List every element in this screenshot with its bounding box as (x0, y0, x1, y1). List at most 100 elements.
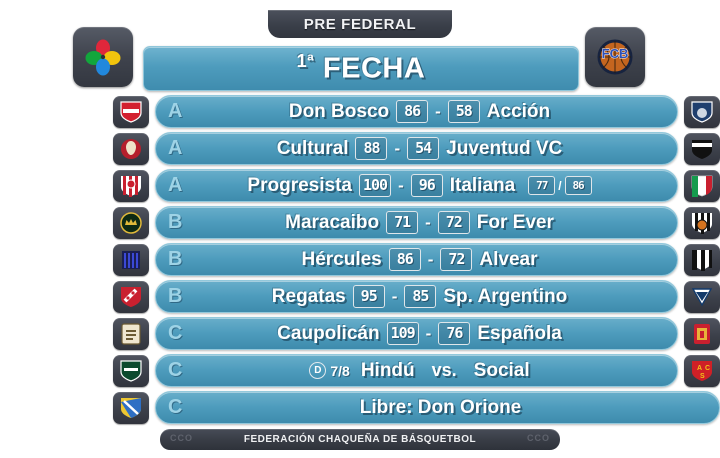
away-team: For Ever (476, 211, 554, 233)
match-bar[interactable]: C Libre: Don Orione (155, 391, 720, 424)
match-list: A Don Bosco 86 - 58 Acción A (0, 93, 720, 426)
juventud-vc-crest (684, 132, 720, 165)
progresista-crest (113, 169, 149, 202)
division-letter: B (168, 211, 183, 233)
away-score: 85 (404, 285, 437, 308)
watermark-left: CCO (170, 433, 193, 443)
away-team: Sp. Argentino (443, 285, 568, 307)
sub-division: D 7/8 (309, 362, 350, 379)
home-score: 109 (386, 322, 419, 345)
sp-argentino-crest (684, 280, 720, 313)
home-team: Maracaibo (285, 211, 380, 233)
table-row[interactable]: C Caupolicán 109 - 76 Española (0, 315, 720, 352)
home-score: 86 (396, 100, 429, 123)
match-bar[interactable]: C Caupolicán 109 - 76 Española (155, 317, 678, 350)
match-bar[interactable]: A Progresista 100 - 96 Italiana 77 / 86 (155, 169, 678, 202)
home-team: Regatas (271, 285, 346, 307)
division-letter: C (168, 322, 183, 344)
svg-text:C: C (705, 365, 710, 372)
italiana-crest (684, 169, 720, 202)
regatas-crest (113, 280, 149, 313)
watermark-right: CCO (527, 433, 550, 443)
home-score: 88 (355, 137, 388, 160)
away-team: Acción (486, 100, 551, 122)
home-score: 100 (358, 174, 392, 197)
away-team: Social (473, 359, 530, 381)
division-letter: A (168, 174, 183, 196)
ot-separator: / (558, 178, 562, 193)
away-score: 76 (438, 322, 471, 345)
table-row[interactable]: A Don Bosco 86 - 58 Acción (0, 93, 720, 130)
match-bar[interactable]: C D 7/8 Hindú vs. Social (155, 354, 678, 387)
home-team: Cultural (276, 137, 349, 159)
maracaibo-crest (113, 206, 149, 239)
away-team: Alvear (479, 248, 538, 270)
away-score: 96 (410, 174, 443, 197)
home-team: Progresista (247, 174, 352, 196)
match-bar[interactable]: A Don Bosco 86 - 58 Acción (155, 95, 678, 128)
away-team: Italiana (449, 174, 516, 196)
score-separator: - (394, 138, 401, 158)
pinwheel-logo (73, 27, 133, 87)
score-separator: - (425, 212, 431, 232)
hercules-crest (113, 243, 149, 276)
division-letter: B (168, 248, 183, 270)
match-bar[interactable]: A Cultural 88 - 54 Juventud VC (155, 132, 678, 165)
bye-label: Libre: Don Orione (359, 396, 522, 418)
fecha-label: FECHA (322, 52, 426, 85)
for-ever-crest (684, 206, 720, 239)
accion-crest (684, 95, 720, 128)
svg-text:FCB: FCB (602, 46, 629, 61)
match-bar[interactable]: B Maracaibo 71 - 72 For Ever (155, 206, 678, 239)
division-letter: C (168, 396, 183, 418)
tournament-chip: PRE FEDERAL (268, 10, 452, 38)
fecha-title: 1ª FECHA (297, 51, 426, 86)
table-row[interactable]: A Cultural 88 - 54 Juventud VC (0, 130, 720, 167)
table-row[interactable]: B Hércules 86 - 72 Alvear (0, 241, 720, 278)
score-separator: - (427, 249, 434, 269)
home-score: 86 (388, 248, 421, 271)
score-separator: - (398, 175, 404, 195)
away-score: 54 (407, 137, 440, 160)
score-separator: - (391, 286, 398, 306)
division-letter: A (168, 137, 183, 159)
away-score: 72 (440, 248, 473, 271)
fecha-ordinal: 1ª (296, 51, 315, 72)
pinwheel-icon (85, 39, 121, 76)
home-team: Hércules (301, 248, 382, 270)
division-letter: A (168, 100, 183, 122)
ot-home-score: 77 (528, 176, 556, 195)
svg-text:A: A (697, 365, 702, 372)
home-score: 95 (352, 285, 385, 308)
away-score: 72 (437, 211, 470, 234)
don-bosco-crest (113, 95, 149, 128)
overtime-scores: 77 / 86 (528, 176, 592, 195)
match-bar[interactable]: B Regatas 95 - 85 Sp. Argentino (155, 280, 678, 313)
tournament-label: PRE FEDERAL (303, 15, 417, 33)
cultural-crest (113, 132, 149, 165)
away-team: Juventud VC (446, 137, 563, 159)
hindu-crest (113, 354, 149, 387)
table-row[interactable]: A Progresista 100 - 96 Italiana 77 / 86 (0, 167, 720, 204)
table-row[interactable]: B Maracaibo 71 - 72 For Ever (0, 204, 720, 241)
away-score: 58 (447, 100, 480, 123)
table-row[interactable]: B Regatas 95 - 85 Sp. Argentino (0, 278, 720, 315)
federation-footer: CCO FEDERACIÓN CHAQUEÑA DE BÁSQUETBOL CC… (160, 429, 560, 450)
federation-name: FEDERACIÓN CHAQUEÑA DE BÁSQUETBOL (243, 434, 477, 445)
division-letter: C (168, 359, 183, 381)
home-score: 71 (386, 211, 419, 234)
svg-text:S: S (700, 373, 705, 380)
ot-away-score: 86 (564, 176, 592, 195)
sub-division-number: 7/8 (330, 362, 350, 379)
score-separator: - (425, 323, 432, 343)
alvear-crest (684, 243, 720, 276)
espanola-crest (684, 317, 720, 350)
caupolican-crest (113, 317, 149, 350)
sub-division-letter: D (309, 362, 327, 379)
table-row[interactable]: C Libre: Don Orione (0, 389, 720, 426)
match-bar[interactable]: B Hércules 86 - 72 Alvear (155, 243, 678, 276)
home-team: Don Bosco (288, 100, 390, 122)
home-team: Caupolicán (277, 322, 380, 344)
